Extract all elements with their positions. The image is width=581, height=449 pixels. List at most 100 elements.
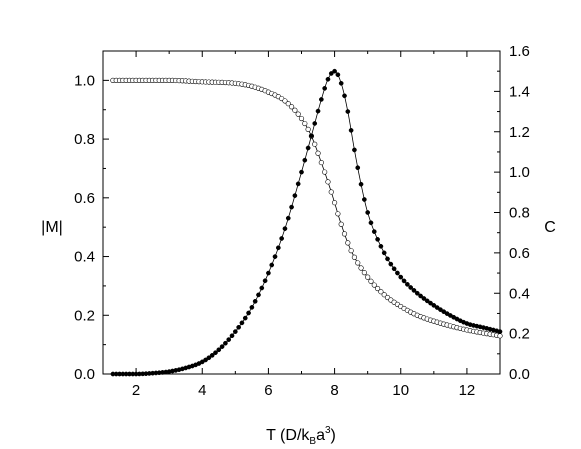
- series-point-right: [219, 344, 225, 349]
- series-point-right: [213, 350, 218, 356]
- x-tick-label: 6: [264, 382, 272, 399]
- series-point-right: [352, 147, 357, 153]
- series-point-right: [312, 121, 318, 126]
- series-point-right: [428, 300, 433, 306]
- y-left-tick-label: 0.8: [74, 131, 95, 148]
- series-point-right: [252, 298, 258, 304]
- series-point-right: [282, 226, 288, 231]
- series-point-left: [371, 282, 377, 288]
- series-point-right: [414, 290, 420, 296]
- y-right-tick-label: 0.4: [509, 285, 530, 302]
- series-point-right: [395, 270, 400, 276]
- series-point-right: [371, 229, 377, 234]
- series-point-right: [342, 93, 347, 99]
- series-point-left: [345, 240, 351, 246]
- series-point-right: [216, 347, 222, 353]
- series-point-right: [497, 329, 503, 334]
- series-point-right: [232, 329, 238, 334]
- series-point-right: [279, 236, 284, 241]
- series-point-right: [236, 324, 241, 330]
- series-point-left: [288, 104, 295, 110]
- series-point-right: [391, 266, 397, 272]
- series-point-right: [405, 281, 410, 287]
- series-point-right: [368, 220, 374, 226]
- series-point-right: [358, 181, 364, 187]
- series-points: [110, 68, 503, 377]
- series-lines: [112, 70, 501, 375]
- series-point-left: [325, 179, 331, 185]
- series-point-right: [249, 305, 255, 310]
- series-point-right: [418, 293, 423, 299]
- series-point-right: [242, 315, 248, 321]
- series-point-left: [315, 150, 321, 156]
- tick-labels: 2 4 6 8 10 12 0.0 0.2 0.4 0.6 0.8 1.0 0.0 0.2 0.4 0.6 0.…: [74, 43, 530, 399]
- series-point-right: [229, 333, 235, 339]
- series-point-right: [375, 236, 380, 242]
- series-point-right: [203, 357, 208, 363]
- series-point-right: [223, 340, 228, 346]
- series-point-left: [331, 200, 338, 206]
- series-point-right: [348, 128, 354, 133]
- series-point-left: [361, 270, 367, 276]
- series-point-right: [275, 245, 281, 251]
- series-point-right: [385, 256, 390, 262]
- series-line-left: [112, 79, 501, 337]
- axis-ticks: [102, 50, 501, 375]
- series-point-left: [302, 120, 308, 127]
- series-point-right: [269, 262, 275, 268]
- series-point-right: [315, 108, 321, 114]
- series-point-right: [335, 72, 341, 78]
- y-right-tick-label: 1.6: [509, 43, 530, 60]
- series-point-right: [295, 181, 301, 187]
- series-point-right: [401, 278, 407, 284]
- x-tick-label: 8: [330, 382, 338, 399]
- series-point-right: [266, 270, 271, 276]
- series-point-right: [411, 288, 417, 293]
- x-tick-label: 4: [198, 382, 206, 399]
- series-point-left: [318, 159, 324, 166]
- series-point-right: [355, 165, 361, 171]
- series-point-right: [209, 353, 215, 358]
- series-point-right: [388, 261, 394, 267]
- series-point-right: [362, 197, 367, 202]
- x-axis-label-main: T (D/k: [266, 427, 310, 444]
- series-point-right: [305, 145, 311, 151]
- x-axis-label-mid: a: [316, 427, 325, 444]
- y-left-tick-label: 0.4: [74, 249, 95, 266]
- y-axis-right-label: C: [544, 219, 556, 236]
- series-point-right: [226, 337, 232, 342]
- series-point-left: [282, 98, 288, 104]
- series-point-right: [206, 355, 212, 361]
- series-point-left: [368, 278, 374, 284]
- series-point-left: [322, 169, 328, 175]
- series-point-right: [309, 133, 314, 139]
- series-point-right: [239, 320, 245, 326]
- series-line-right: [112, 70, 501, 375]
- series-point-left: [374, 285, 381, 292]
- series-point-left: [365, 274, 371, 280]
- series-point-right: [256, 292, 261, 298]
- series-point-left: [312, 141, 318, 147]
- series-point-right: [246, 310, 251, 316]
- series-point-right: [431, 303, 437, 308]
- x-axis-label-end: ): [331, 427, 336, 444]
- series-point-right: [272, 254, 278, 259]
- series-point-right: [332, 68, 337, 74]
- y-right-tick-label: 0.2: [509, 326, 530, 343]
- series-point-right: [262, 278, 268, 284]
- series-point-right: [438, 307, 443, 312]
- series-point-left: [378, 289, 384, 295]
- series-point-right: [421, 296, 427, 301]
- series-point-left: [305, 126, 311, 132]
- series-point-right: [259, 285, 265, 291]
- y-left-tick-label: 0.2: [74, 307, 95, 324]
- x-tick-label: 10: [392, 382, 409, 399]
- series-point-left: [328, 189, 334, 195]
- series-point-left: [298, 115, 305, 122]
- series-point-right: [289, 204, 294, 210]
- y-right-tick-label: 0.0: [509, 366, 530, 383]
- y-right-tick-label: 1.0: [509, 164, 530, 181]
- x-tick-label: 2: [132, 382, 140, 399]
- y-right-tick-label: 1.2: [509, 124, 530, 141]
